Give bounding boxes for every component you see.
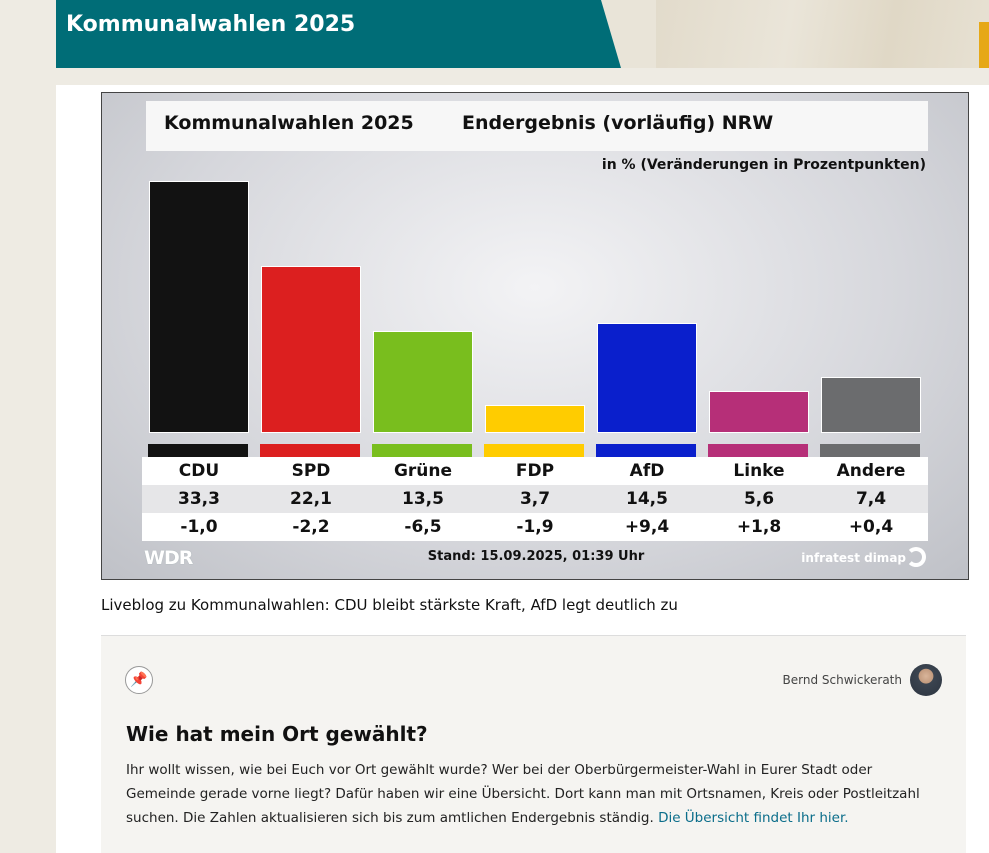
header-map-background	[656, 0, 989, 68]
entry-text: Ihr wollt wissen, wie bei Euch vor Ort g…	[126, 758, 941, 830]
author-avatar	[910, 664, 942, 696]
party-change: +1,8	[736, 517, 782, 537]
party-change: -6,5	[404, 517, 442, 537]
bar-spd	[261, 266, 361, 433]
bar-foot-fdp	[484, 444, 584, 457]
graphic-caption: Liveblog zu Kommunalwahlen: CDU bleibt s…	[101, 596, 678, 614]
header-title-bar: Kommunalwahlen 2025	[56, 0, 621, 68]
wdr-logo: WDR	[144, 547, 193, 569]
bar-chart	[102, 93, 968, 579]
graphic-unit-note: in % (Veränderungen in Prozentpunkten)	[601, 157, 926, 173]
graphic-title: Kommunalwahlen 2025	[164, 112, 414, 134]
party-change: +9,4	[624, 517, 670, 537]
bar-foot-afd	[596, 444, 696, 457]
bar-andere	[821, 377, 921, 433]
party-name: Grüne	[393, 461, 453, 481]
pin-icon: 📌	[125, 666, 153, 694]
party-value: 22,1	[290, 489, 332, 509]
infratest-logo-icon	[906, 547, 926, 567]
party-value: 14,5	[626, 489, 668, 509]
bar-foot-cdu	[148, 444, 248, 457]
graphic-timestamp: Stand: 15.09.2025, 01:39 Uhr	[427, 549, 645, 564]
party-changes-row: -1,0 -2,2 -6,5 -1,9 +9,4 +1,8 +0,4	[142, 513, 928, 541]
bar-foot-linke	[708, 444, 808, 457]
bar-afd	[597, 323, 697, 433]
party-change: -1,9	[516, 517, 554, 537]
header-accent	[979, 22, 989, 68]
party-change: +0,4	[848, 517, 894, 537]
party-value: 5,6	[743, 489, 775, 509]
party-name: SPD	[291, 461, 331, 481]
graphic-subtitle: Endergebnis (vorläufig) NRW	[462, 112, 774, 134]
party-name: FDP	[515, 461, 555, 481]
infratest-dimap-label: infratest dimap	[801, 551, 906, 565]
party-names-row: CDU SPD Grüne FDP AfD Linke Andere	[142, 457, 928, 485]
election-graphic: Kommunalwahlen 2025 Endergebnis (vorläuf…	[101, 92, 969, 580]
author-name: Bernd Schwickerath	[782, 673, 902, 687]
bar-foot-andere	[820, 444, 920, 457]
bar-grüne	[373, 331, 473, 433]
bar-linke	[709, 391, 809, 433]
party-value: 7,4	[855, 489, 887, 509]
graphic-title-bar: Kommunalwahlen 2025 Endergebnis (vorläuf…	[146, 101, 928, 151]
bar-cdu	[149, 181, 249, 433]
party-name: Linke	[733, 461, 785, 481]
party-name: Andere	[836, 461, 906, 481]
page-header: Kommunalwahlen 2025	[56, 0, 989, 68]
entry-body: Ihr wollt wissen, wie bei Euch vor Ort g…	[126, 762, 920, 826]
overview-link[interactable]: Die Übersicht findet Ihr hier.	[658, 810, 849, 826]
party-value: 3,7	[519, 489, 551, 509]
party-value: 13,5	[402, 489, 444, 509]
header-title[interactable]: Kommunalwahlen 2025	[66, 12, 356, 37]
party-name: CDU	[178, 461, 220, 481]
bar-foot-grüne	[372, 444, 472, 457]
party-values-row: 33,3 22,1 13,5 3,7 14,5 5,6 7,4	[142, 485, 928, 513]
party-name: AfD	[629, 461, 665, 481]
bar-fdp	[485, 405, 585, 433]
liveblog-entry: 📌 Bernd Schwickerath Wie hat mein Ort ge…	[101, 635, 966, 853]
bar-foot-spd	[260, 444, 360, 457]
entry-heading: Wie hat mein Ort gewählt?	[126, 722, 428, 746]
party-value: 33,3	[178, 489, 220, 509]
party-change: -1,0	[180, 517, 218, 537]
party-change: -2,2	[292, 517, 330, 537]
